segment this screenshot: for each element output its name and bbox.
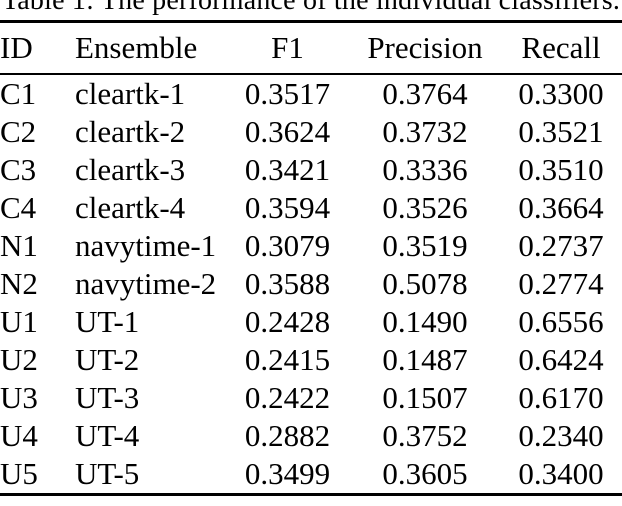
cell-id: U2 [0, 342, 38, 377]
cell-ensemble: UT-4 [75, 418, 140, 453]
cell-f1: 0.2882 [244, 418, 331, 453]
classifier-performance-table: ID Ensemble F1 Precision Recall C1 clear… [0, 20, 622, 496]
cell-f1: 0.3499 [225, 455, 350, 496]
table-row: C3 cleartk-3 0.3421 0.3336 0.3510 [0, 151, 622, 189]
table-row: N2 navytime-2 0.3588 0.5078 0.2774 [0, 265, 622, 303]
cell-precision: 0.3752 [382, 418, 468, 453]
cell-recall: 0.3400 [500, 455, 622, 496]
cell-recall: 0.2774 [518, 266, 604, 301]
column-header-id: ID [0, 20, 75, 75]
cell-ensemble: cleartk-2 [75, 114, 186, 149]
cell-recall: 0.3664 [518, 190, 604, 225]
cell-ensemble: UT-5 [75, 455, 225, 496]
column-header-recall: Recall [500, 20, 622, 75]
cell-ensemble: cleartk-4 [75, 190, 186, 225]
cell-precision: 0.3605 [350, 455, 500, 496]
table-row: U5 UT-5 0.3499 0.3605 0.3400 [0, 455, 622, 496]
table-header: ID Ensemble F1 Precision Recall [0, 20, 622, 75]
column-header-f1: F1 [225, 20, 350, 75]
cell-id: U1 [0, 304, 38, 339]
table-body: C1 cleartk-1 0.3517 0.3764 0.3300 C2 cle… [0, 74, 622, 496]
cell-recall: 0.3521 [518, 114, 604, 149]
cell-ensemble: cleartk-3 [75, 152, 186, 187]
cell-recall: 0.3510 [518, 152, 604, 187]
cell-f1: 0.3421 [244, 152, 331, 187]
cell-f1: 0.3517 [244, 76, 331, 111]
table-row: U4 UT-4 0.2882 0.3752 0.2340 [0, 417, 622, 455]
cell-id: N1 [0, 228, 38, 263]
cell-ensemble: cleartk-1 [75, 76, 186, 111]
cell-recall: 0.6556 [518, 304, 604, 339]
cell-f1: 0.3594 [244, 190, 331, 225]
table-row: U3 UT-3 0.2422 0.1507 0.6170 [0, 379, 622, 417]
cell-id: U5 [0, 455, 75, 496]
cell-precision: 0.3764 [382, 76, 468, 111]
table-row: U1 UT-1 0.2428 0.1490 0.6556 [0, 303, 622, 341]
cell-f1: 0.3588 [244, 266, 331, 301]
cell-precision: 0.1507 [382, 380, 468, 415]
table-row: U2 UT-2 0.2415 0.1487 0.6424 [0, 341, 622, 379]
cell-id: U3 [0, 380, 38, 415]
cell-recall: 0.6424 [518, 342, 604, 377]
cell-id: C2 [0, 114, 37, 149]
cell-id: C3 [0, 152, 37, 187]
cell-recall: 0.3300 [518, 76, 604, 111]
table-row: C2 cleartk-2 0.3624 0.3732 0.3521 [0, 113, 622, 151]
cell-precision: 0.3526 [382, 190, 468, 225]
cell-id: U4 [0, 418, 38, 453]
cell-recall: 0.6170 [518, 380, 604, 415]
table-row: N1 navytime-1 0.3079 0.3519 0.2737 [0, 227, 622, 265]
cell-ensemble: UT-3 [75, 380, 140, 415]
column-header-ensemble: Ensemble [75, 20, 225, 75]
cell-id: C1 [0, 76, 37, 111]
cell-ensemble: navytime-1 [75, 228, 217, 263]
cell-f1: 0.3624 [244, 114, 331, 149]
cell-id: C4 [0, 190, 37, 225]
cell-recall: 0.2340 [518, 418, 604, 453]
cell-f1: 0.3079 [244, 228, 331, 263]
cell-ensemble: UT-2 [75, 342, 140, 377]
cell-ensemble: UT-1 [75, 304, 140, 339]
cell-id: N2 [0, 266, 38, 301]
column-header-precision: Precision [350, 20, 500, 75]
cell-f1: 0.2415 [244, 342, 331, 377]
table-caption: Table 1: The performance of the individu… [1, 0, 621, 16]
cell-precision: 0.3519 [382, 228, 468, 263]
cell-f1: 0.2422 [244, 380, 331, 415]
table-row: C1 cleartk-1 0.3517 0.3764 0.3300 [0, 74, 622, 113]
header-row: ID Ensemble F1 Precision Recall [0, 20, 622, 75]
cell-precision: 0.1490 [382, 304, 468, 339]
cell-precision: 0.3336 [382, 152, 468, 187]
cell-f1: 0.2428 [244, 304, 331, 339]
cell-precision: 0.3732 [382, 114, 468, 149]
cell-precision: 0.5078 [382, 266, 468, 301]
cell-ensemble: navytime-2 [75, 266, 217, 301]
table-row: C4 cleartk-4 0.3594 0.3526 0.3664 [0, 189, 622, 227]
cell-precision: 0.1487 [382, 342, 468, 377]
cell-recall: 0.2737 [518, 228, 604, 263]
